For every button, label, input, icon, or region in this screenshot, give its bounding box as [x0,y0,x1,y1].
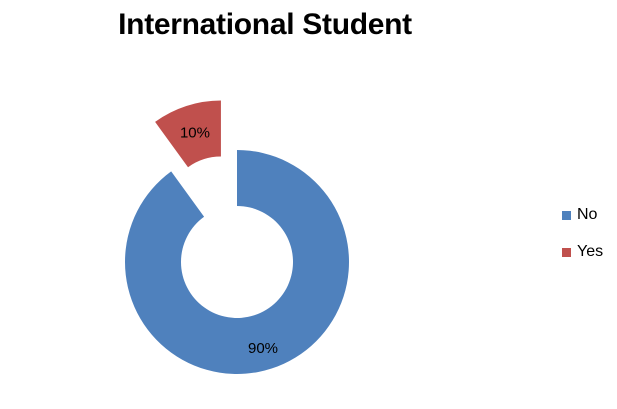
legend-item-yes: Yes [562,243,603,261]
legend-label-no: No [577,206,598,223]
legend-label-yes: Yes [577,243,604,260]
legend-swatch-no [562,210,571,220]
chart-title: International Student [118,8,412,41]
data-label-no: 90% [248,340,278,357]
data-label-yes: 10% [180,125,210,142]
legend-item-no: No [562,206,603,224]
slice-yes [155,100,221,168]
legend: No Yes [562,206,603,280]
slice-no [124,150,350,374]
legend-swatch-yes [562,247,571,257]
